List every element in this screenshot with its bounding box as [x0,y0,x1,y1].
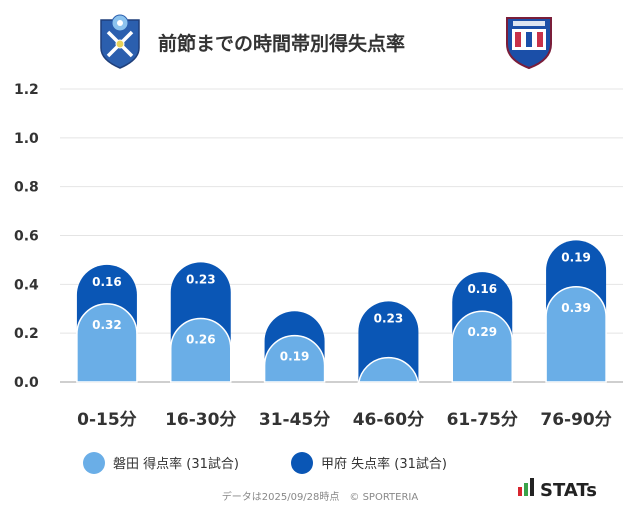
data-label-series1: 0.26 [186,333,216,347]
legend-label-series2: 甲府 失点率 (31試合) [321,456,447,472]
data-label-series2: 0.23 [374,311,404,325]
legend-swatch-series2 [291,452,313,474]
legend-swatch-series1 [83,452,105,474]
data-label-series2: 0.16 [92,275,122,289]
x-tick-label: 76-90分 [540,410,611,430]
y-tick-label: 0.6 [14,229,39,245]
x-tick-label: 61-75分 [447,410,518,430]
bar-series1 [76,303,138,383]
bar-series1 [545,286,607,383]
data-label-series1: 0.29 [467,325,497,339]
jubilo-iwata-crest-icon [100,14,140,69]
y-tick-label: 0.4 [14,277,39,293]
gridlines [60,88,623,383]
y-tick-label: 0.2 [14,326,39,342]
y-axis-ticks: 0.0 0.2 0.4 0.6 0.8 1.0 1.2 [14,82,39,391]
y-tick-label: 1.2 [14,82,39,98]
x-tick-label: 0-15分 [77,410,137,430]
y-tick-label: 1.0 [14,131,39,147]
chart-title: 前節までの時間帯別得失点率 [158,32,405,55]
data-label-series1: 0.32 [92,318,122,332]
data-label-series2: 0.23 [186,272,216,286]
bar-series1 [170,317,232,383]
x-tick-label: 16-30分 [165,410,236,430]
y-tick-label: 0.0 [14,375,39,391]
brand-name: STATs [540,480,597,501]
x-axis-ticks: 0-15分 16-30分 31-45分 46-60分 61-75分 76-90分 [77,410,612,430]
bar-series1 [263,334,326,383]
x-tick-label: 31-45分 [259,410,330,430]
data-label-series2: 0.19 [561,250,591,264]
ventforet-kofu-crest-icon [506,17,552,70]
legend: 磐田 得点率 (31試合) 甲府 失点率 (31試合) [83,452,447,474]
bar-series1 [451,310,513,383]
bar-series1 [357,356,420,388]
x-tick-label: 46-60分 [353,410,424,430]
stats-logo-icon [518,478,534,496]
data-label-series1: 0.19 [280,350,310,364]
bars: 0.16 0.32 0.23 0.26 0.19 0.23 0.16 0.29 0.19 0.39 [76,240,607,388]
footer-note: データは2025/09/28時点 © SPORTERIA [222,490,419,503]
y-tick-label: 0.8 [14,180,39,196]
data-label-series2: 0.16 [467,282,497,296]
legend-label-series1: 磐田 得点率 (31試合) [113,456,239,472]
data-label-series1: 0.39 [561,301,591,315]
